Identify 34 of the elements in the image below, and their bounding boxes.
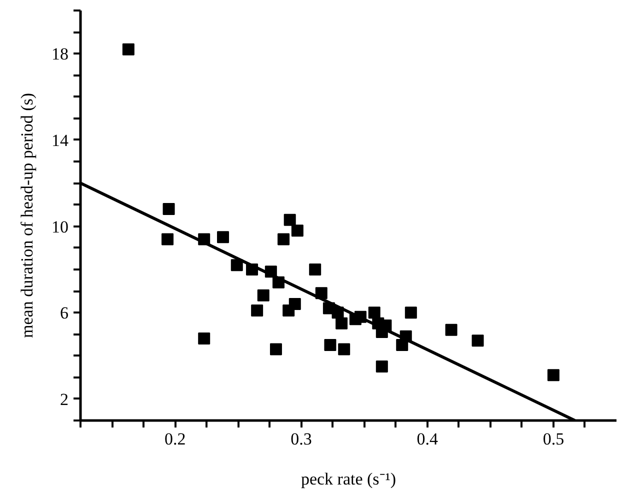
y-tick-label: 2 <box>60 390 68 409</box>
y-axis-title: mean duration of head-up period (s) <box>18 93 36 338</box>
point <box>278 233 290 246</box>
point <box>270 343 282 356</box>
point <box>162 233 174 246</box>
x-axis-title: peck rate (s⁻¹) <box>300 470 396 488</box>
point <box>472 334 484 347</box>
point <box>284 214 296 226</box>
y-tick-label: 14 <box>52 130 69 150</box>
point <box>547 369 560 382</box>
point <box>198 332 210 344</box>
y-tick-label: 6 <box>60 304 68 323</box>
point <box>288 298 301 310</box>
point <box>251 304 264 316</box>
x-tick-label: 0.2 <box>164 430 186 448</box>
point <box>257 289 270 302</box>
x-tick-label: 0.5 <box>542 430 564 448</box>
point <box>368 306 380 319</box>
point <box>445 324 458 336</box>
point <box>291 224 304 237</box>
point <box>122 43 134 56</box>
x-tick-label: 0.4 <box>416 430 438 448</box>
y-tick-label: 18 <box>52 44 68 64</box>
point <box>338 343 350 356</box>
point <box>404 306 417 319</box>
point <box>309 263 322 276</box>
point <box>162 203 175 216</box>
x-tick-label: 0.3 <box>290 430 312 448</box>
point <box>230 259 243 272</box>
y-tick-label: 10 <box>52 217 68 236</box>
point <box>336 317 348 330</box>
point <box>217 231 230 244</box>
point <box>324 338 336 351</box>
point <box>376 360 388 373</box>
